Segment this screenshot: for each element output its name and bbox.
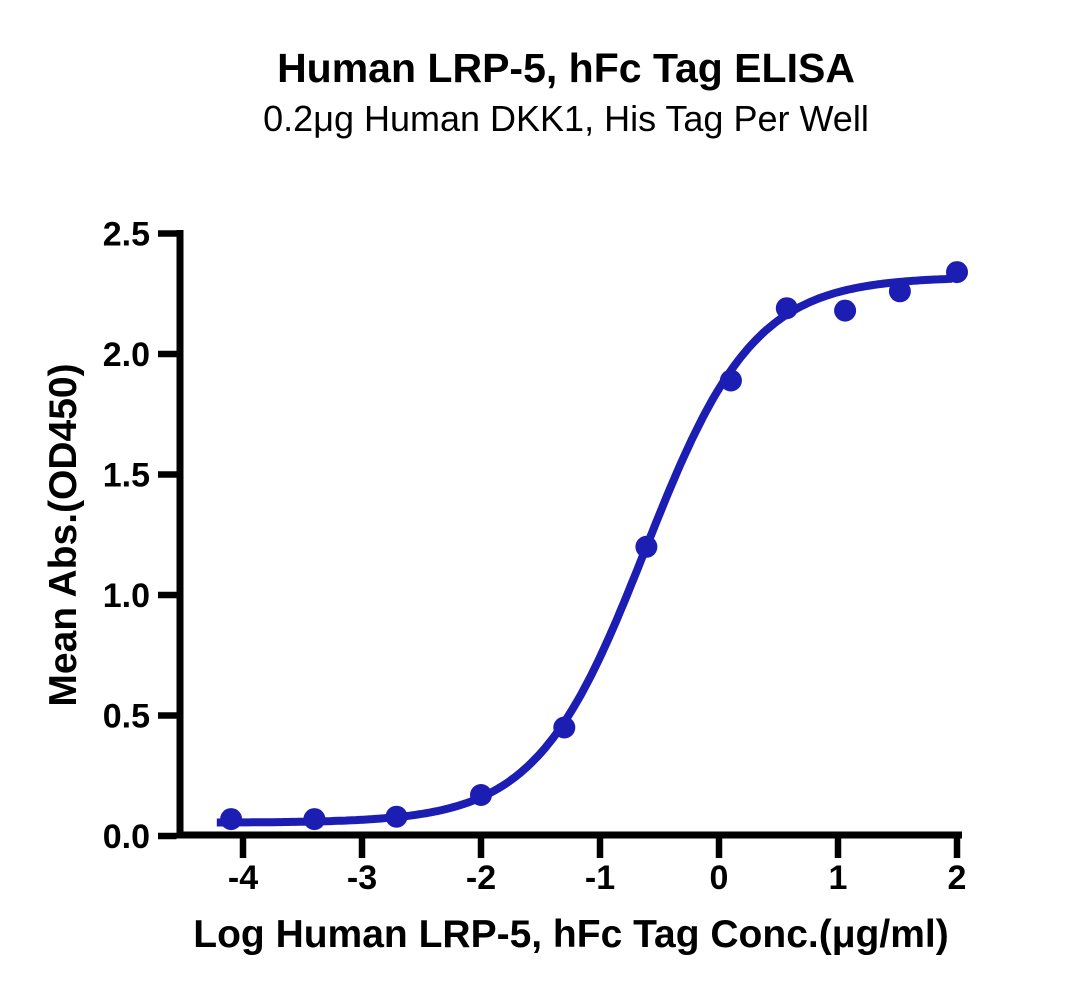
dose-response-curve — [216, 274, 953, 827]
data-point — [303, 808, 326, 831]
data-point — [220, 808, 243, 831]
y-tick-label: 2.5 — [103, 216, 150, 254]
data-points — [220, 261, 968, 831]
x-axis-ticks — [239, 838, 961, 858]
data-point — [888, 280, 911, 303]
x-tick-label: 1 — [829, 859, 848, 897]
data-point — [635, 535, 658, 558]
x-tick-label: -1 — [585, 859, 615, 897]
data-point — [946, 261, 968, 284]
fit-curve-path — [216, 274, 953, 827]
x-tick-label: -2 — [466, 859, 496, 897]
y-tick-label: 2.0 — [103, 336, 150, 374]
y-axis-tick-labels: 0.0 0.5 1.0 1.5 2.0 2.5 — [103, 216, 150, 857]
x-tick-label: 0 — [710, 859, 729, 897]
x-tick-label: 2 — [948, 859, 967, 897]
chart-subtitle: 0.2μg Human DKK1, His Tag Per Well — [263, 98, 869, 139]
data-point — [775, 297, 798, 320]
data-point — [553, 716, 576, 739]
x-axis-label: Log Human LRP-5, hFc Tag Conc.(μg/ml) — [193, 913, 948, 956]
y-tick-label: 1.5 — [103, 457, 150, 495]
x-tick-label: -3 — [347, 859, 377, 897]
data-point — [470, 784, 492, 806]
y-tick-label: 0.0 — [103, 818, 150, 856]
data-point — [834, 299, 857, 322]
x-tick-label: -4 — [228, 859, 258, 897]
y-axis-ticks — [158, 230, 177, 840]
x-axis-tick-labels: -4 -3 -2 -1 0 1 2 — [228, 859, 967, 897]
y-tick-label: 0.5 — [103, 698, 150, 736]
data-point — [719, 369, 742, 392]
chart-title: Human LRP-5, hFc Tag ELISA — [277, 45, 855, 91]
y-axis-label: Mean Abs.(OD450) — [42, 363, 85, 706]
y-tick-label: 1.0 — [103, 577, 150, 615]
data-point — [385, 805, 408, 828]
